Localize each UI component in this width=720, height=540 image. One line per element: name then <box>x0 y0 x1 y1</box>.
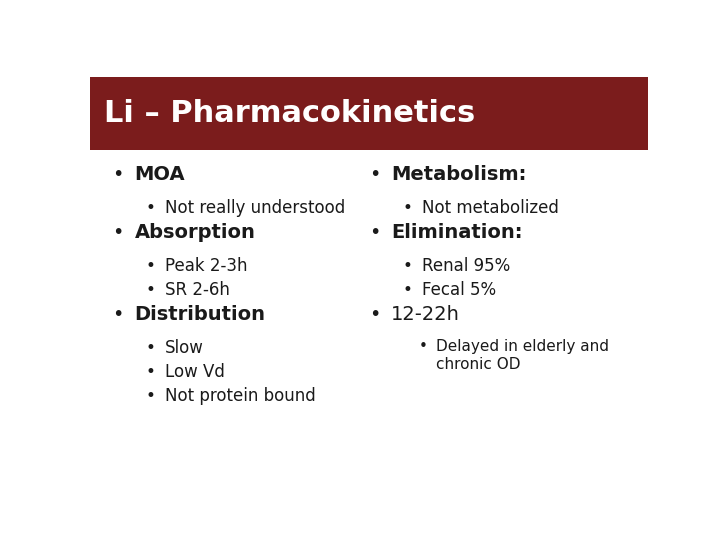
Text: Not protein bound: Not protein bound <box>166 388 316 406</box>
Text: Metabolism:: Metabolism: <box>392 165 527 184</box>
Text: Fecal 5%: Fecal 5% <box>422 281 496 299</box>
Text: •: • <box>419 339 428 354</box>
Text: Li – Pharmacokinetics: Li – Pharmacokinetics <box>104 99 475 128</box>
Text: Not metabolized: Not metabolized <box>422 199 559 217</box>
Text: Delayed in elderly and
chronic OD: Delayed in elderly and chronic OD <box>436 339 609 372</box>
Text: Peak 2-3h: Peak 2-3h <box>166 257 248 275</box>
Text: Slow: Slow <box>166 339 204 357</box>
Text: •: • <box>145 339 156 357</box>
Text: Renal 95%: Renal 95% <box>422 257 510 275</box>
Text: •: • <box>369 223 380 242</box>
Text: 12-22h: 12-22h <box>392 305 460 324</box>
Text: •: • <box>145 199 156 217</box>
Text: •: • <box>369 165 380 184</box>
Text: •: • <box>402 281 413 299</box>
Text: •: • <box>112 165 124 184</box>
Text: •: • <box>402 199 413 217</box>
Text: Low Vd: Low Vd <box>166 363 225 381</box>
Text: •: • <box>369 305 380 324</box>
Text: •: • <box>402 257 413 275</box>
FancyBboxPatch shape <box>90 77 648 150</box>
Text: •: • <box>145 388 156 406</box>
Text: •: • <box>145 281 156 299</box>
Text: Absorption: Absorption <box>135 223 256 242</box>
Text: MOA: MOA <box>135 165 185 184</box>
Text: Elimination:: Elimination: <box>392 223 523 242</box>
Text: •: • <box>112 223 124 242</box>
Text: SR 2-6h: SR 2-6h <box>166 281 230 299</box>
Text: Not really understood: Not really understood <box>166 199 346 217</box>
Text: •: • <box>145 257 156 275</box>
Text: •: • <box>145 363 156 381</box>
Text: Distribution: Distribution <box>135 305 266 324</box>
Text: •: • <box>112 305 124 324</box>
